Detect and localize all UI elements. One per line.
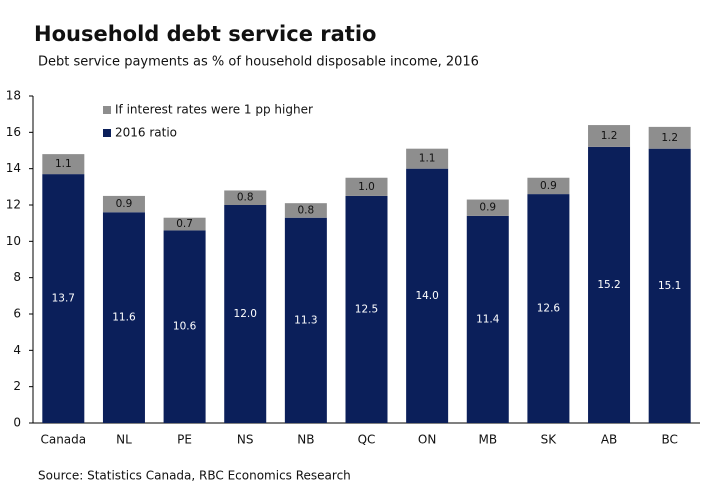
legend-swatch bbox=[103, 129, 111, 137]
x-tick-label: NB bbox=[297, 433, 314, 447]
data-label: 1.0 bbox=[358, 181, 375, 193]
bar-segment bbox=[406, 148, 449, 169]
data-label: 11.6 bbox=[112, 312, 136, 324]
bar-segment bbox=[102, 195, 145, 213]
x-tick-label: SK bbox=[541, 433, 558, 447]
bar-segment bbox=[163, 217, 206, 231]
bar-segment bbox=[527, 177, 570, 195]
y-tick-label: 6 bbox=[13, 307, 21, 321]
bar-segment bbox=[406, 168, 449, 423]
bar-segment bbox=[42, 154, 85, 175]
bar-segment bbox=[42, 174, 85, 423]
y-tick-label: 4 bbox=[13, 343, 21, 357]
bar-segment bbox=[224, 190, 267, 205]
data-label: 0.8 bbox=[298, 204, 315, 216]
y-tick-label: 18 bbox=[6, 89, 21, 103]
legend-swatch bbox=[103, 106, 111, 114]
data-label: 1.1 bbox=[419, 153, 436, 165]
y-tick-label: 14 bbox=[6, 161, 21, 175]
y-tick-label: 2 bbox=[13, 379, 21, 393]
data-label: 10.6 bbox=[173, 321, 197, 333]
bar-segment bbox=[648, 148, 691, 423]
data-label: 11.4 bbox=[476, 313, 500, 325]
x-tick-label: AB bbox=[601, 433, 617, 447]
x-tick-label: Canada bbox=[40, 433, 86, 447]
data-label: 15.2 bbox=[597, 279, 620, 291]
x-tick-label: BC bbox=[661, 433, 677, 447]
bar-segment bbox=[102, 212, 145, 423]
y-tick-label: 16 bbox=[6, 125, 21, 139]
data-label: 12.6 bbox=[537, 303, 561, 315]
data-label: 1.2 bbox=[601, 130, 618, 142]
y-tick-label: 0 bbox=[13, 416, 21, 430]
bar-segment bbox=[648, 126, 691, 149]
x-tick-label: NL bbox=[116, 433, 132, 447]
bar-segment bbox=[345, 177, 388, 196]
data-label: 12.5 bbox=[355, 303, 378, 315]
bar-segment bbox=[466, 199, 509, 216]
data-label: 1.2 bbox=[661, 132, 678, 144]
bar-segment bbox=[588, 125, 631, 147]
data-label: 12.0 bbox=[234, 308, 257, 320]
legend-label: 2016 ratio bbox=[115, 126, 177, 140]
bar-segment bbox=[588, 146, 631, 423]
x-tick-label: MB bbox=[478, 433, 497, 447]
y-tick-label: 12 bbox=[6, 198, 21, 212]
data-label: 0.9 bbox=[540, 180, 557, 192]
source-note: Source: Statistics Canada, RBC Economics… bbox=[38, 469, 351, 483]
data-label: 0.8 bbox=[237, 192, 254, 204]
data-label: 0.9 bbox=[479, 202, 496, 214]
x-tick-label: ON bbox=[418, 433, 436, 447]
bar-segment bbox=[527, 194, 570, 423]
chart-title: Household debt service ratio bbox=[34, 22, 376, 46]
data-label: 13.7 bbox=[52, 293, 75, 305]
bar-segment bbox=[224, 205, 267, 423]
data-label: 15.1 bbox=[658, 280, 681, 292]
x-tick-label: QC bbox=[358, 433, 376, 447]
bar-segment bbox=[345, 195, 388, 423]
data-label: 14.0 bbox=[415, 290, 438, 302]
bar-segment bbox=[466, 215, 509, 423]
chart-subtitle: Debt service payments as % of household … bbox=[38, 55, 479, 70]
x-tick-label: PE bbox=[177, 433, 192, 447]
bar-segment bbox=[163, 230, 206, 423]
y-tick-label: 10 bbox=[6, 234, 21, 248]
x-tick-label: NS bbox=[237, 433, 254, 447]
y-tick-label: 8 bbox=[13, 270, 21, 284]
data-label: 0.9 bbox=[116, 198, 133, 210]
legend-label: If interest rates were 1 pp higher bbox=[115, 103, 313, 117]
bar-segment bbox=[284, 217, 327, 423]
bar-segment bbox=[284, 203, 327, 218]
data-label: 0.7 bbox=[176, 218, 193, 230]
data-label: 11.3 bbox=[294, 314, 317, 326]
data-label: 1.1 bbox=[55, 158, 72, 170]
